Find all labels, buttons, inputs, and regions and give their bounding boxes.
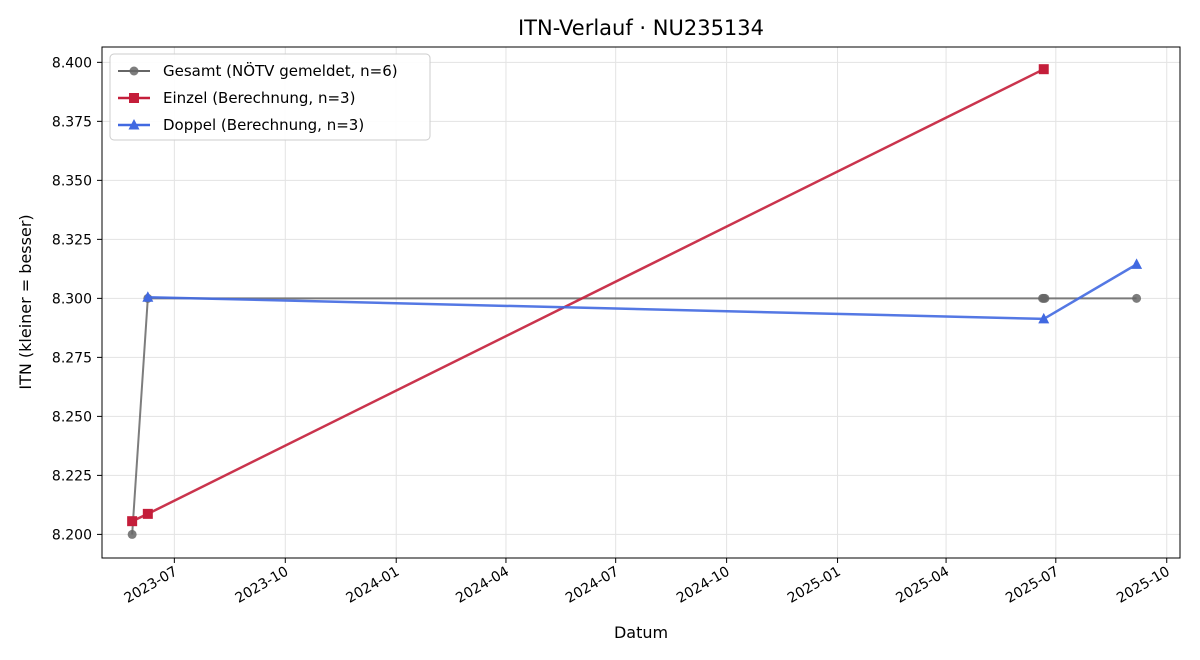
data-point [1132,293,1142,303]
y-axis-title: ITN (kleiner = besser) [16,214,35,389]
chart-title: ITN-Verlauf · NU235134 [518,16,764,40]
legend-swatch-marker [128,119,140,130]
y-tick-label: 8.225 [52,468,92,484]
x-tick-label: 2025-01 [785,564,844,607]
x-tick-label: 2024-10 [674,564,733,607]
y-tick-label: 8.325 [52,232,92,248]
data-point [127,516,138,527]
y-tick-label: 8.400 [52,55,92,71]
series-line [147,263,1138,321]
y-tick-label: 8.375 [52,114,92,130]
legend-label: Einzel (Berechnung, n=3) [163,89,355,107]
legend-box [109,53,431,141]
x-tick-label: 2023-10 [233,564,292,607]
y-tick-label: 8.250 [52,409,92,425]
data-point [142,508,153,519]
series-layer [127,64,1143,539]
y-tick-label: 8.350 [52,173,92,189]
data-point [127,529,137,539]
series-3 [142,258,1143,324]
x-tick-label: 2025-10 [1114,564,1173,607]
legend-label: Gesamt (NÖTV gemeldet, n=6) [163,61,398,80]
data-point [1038,64,1049,75]
x-tick-label: 2025-04 [893,564,952,607]
data-point [1131,258,1143,269]
x-tick-label: 2025-07 [1003,564,1062,607]
x-tick-label: 2024-07 [563,564,622,607]
data-point [1040,293,1050,303]
data-point [1038,312,1050,324]
plot-frame [101,46,1181,559]
y-tick-label: 8.300 [52,291,92,307]
legend-swatch-marker [129,66,139,76]
x-axis-title: Datum [614,623,668,642]
legend-swatch-marker [129,93,139,103]
grid-layer [102,47,1180,558]
y-tick-label: 8.275 [52,350,92,366]
x-tick-label: 2023-07 [122,564,181,607]
x-tick-label: 2024-04 [453,564,512,607]
legend-item: Doppel (Berechnung, n=3) [118,116,364,134]
legend-label: Doppel (Berechnung, n=3) [163,116,364,134]
legend-item: Gesamt (NÖTV gemeldet, n=6) [118,61,398,80]
legend-item: Einzel (Berechnung, n=3) [118,89,355,107]
y-tick-label: 8.200 [52,527,92,543]
legend: Gesamt (NÖTV gemeldet, n=6) Einzel (Berec… [109,53,431,141]
series-2 [127,64,1049,527]
x-tick-label: 2024-01 [344,564,403,607]
data-point [142,291,154,302]
